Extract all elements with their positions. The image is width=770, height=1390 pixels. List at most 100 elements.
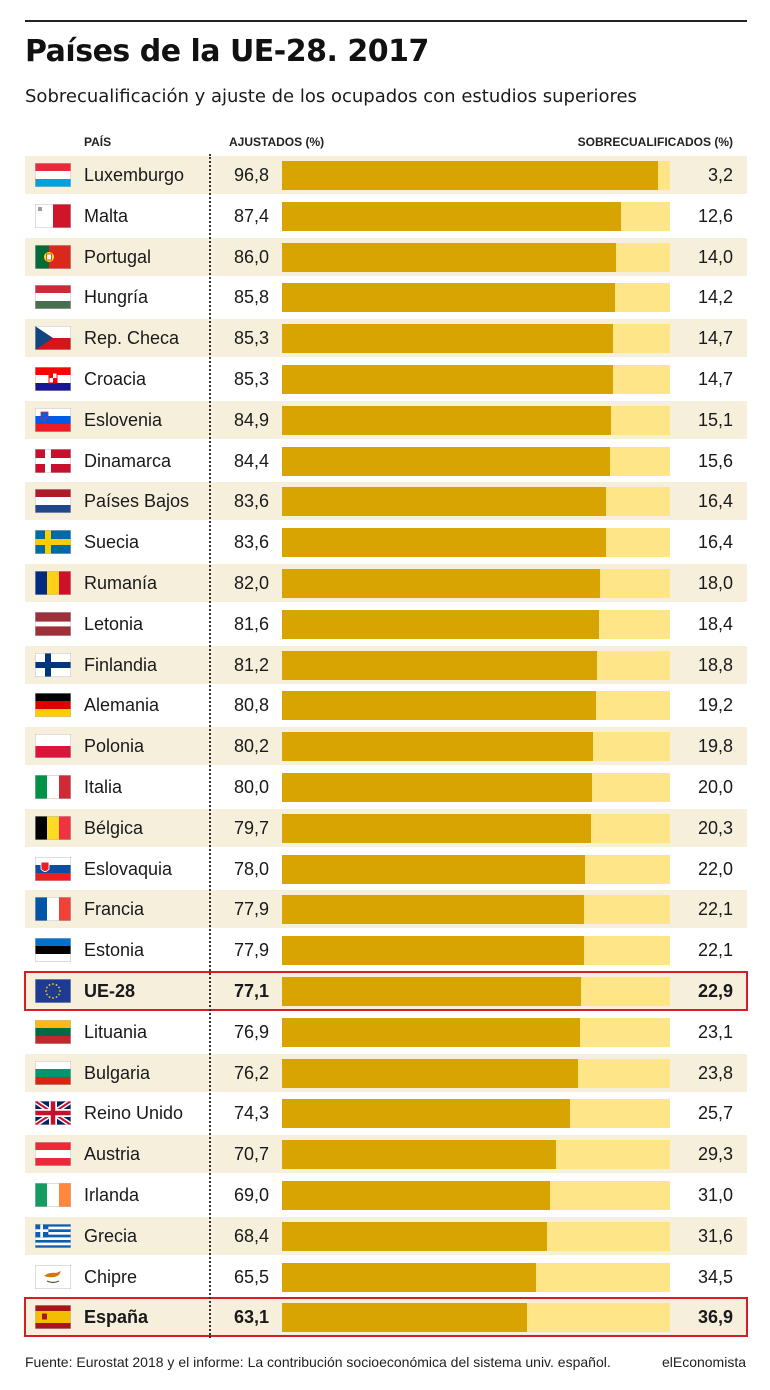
bar-track	[282, 446, 670, 476]
bar-track	[282, 1181, 670, 1210]
adjusted-value-label: 76,9	[233, 1021, 269, 1042]
overqualified-value-label: 36,9	[697, 1307, 733, 1328]
country-label: Finlandia	[84, 654, 158, 675]
overqualified-bar	[591, 813, 670, 843]
bar-track	[282, 242, 670, 272]
table-row-francia: Francia 77,9 22,1	[25, 890, 747, 929]
hungary-flag-icon	[35, 285, 71, 310]
slovakia-flag-icon	[35, 856, 71, 881]
adjusted-bar	[282, 487, 607, 517]
table-row-luxemburgo: Luxemburgo 96,8 3,2	[25, 156, 747, 194]
bar-track	[282, 201, 670, 231]
adjusted-value-label: 96,8	[233, 165, 269, 185]
overqualified-bar	[657, 161, 670, 190]
table-row-hungria: Hungría 85,8 14,2	[25, 278, 747, 316]
bulgaria-flag-icon	[35, 1060, 71, 1085]
adjusted-value-label: 77,9	[233, 940, 269, 961]
bar-track	[282, 1221, 670, 1251]
overqualified-bar	[614, 283, 670, 313]
overqualified-value-label: 23,1	[697, 1021, 733, 1042]
adjusted-bar	[282, 283, 615, 313]
bar-track	[282, 405, 670, 435]
overqualified-value-label: 19,2	[697, 695, 733, 716]
country-label: Letonia	[84, 613, 144, 634]
adjusted-bar	[282, 1181, 550, 1210]
country-label: España	[84, 1307, 149, 1328]
table-row-bulgaria: Bulgaria 76,2 23,8	[25, 1053, 747, 1092]
adjusted-value-label: 65,5	[233, 1266, 269, 1287]
overqualified-value-label: 31,0	[697, 1185, 733, 1205]
country-label: Croacia	[84, 369, 147, 389]
table-row-polonia: Polonia 80,2 19,8	[25, 727, 747, 766]
overqualified-value-label: 15,6	[697, 450, 733, 471]
adjusted-value-label: 76,2	[233, 1062, 269, 1083]
country-label: Eslovenia	[84, 409, 163, 430]
adjusted-bar	[282, 691, 596, 721]
header-adjusted: AJUSTADOS (%)	[229, 135, 325, 149]
table-row-dinamarca: Dinamarca 84,4 15,6	[25, 442, 747, 480]
adjusted-bar	[282, 854, 585, 884]
overqualified-bar	[613, 324, 670, 354]
adjusted-value-label: 80,2	[233, 736, 269, 757]
bar-track	[282, 936, 670, 966]
overqualified-value-label: 23,8	[697, 1062, 733, 1083]
overqualified-value-label: 16,4	[697, 532, 733, 553]
bar-track	[282, 569, 670, 598]
adjusted-bar	[282, 650, 598, 680]
table-row-suecia: Suecia 83,6 16,4	[25, 523, 747, 561]
adjusted-value-label: 78,0	[233, 858, 269, 879]
table-row-finlandia: Finlandia 81,2 18,8	[25, 645, 747, 684]
country-label: Chipre	[84, 1266, 138, 1287]
country-label: UE-28	[84, 981, 136, 1001]
country-label: Irlanda	[84, 1185, 140, 1205]
country-label: Francia	[84, 899, 145, 920]
table-row-grecia: Grecia 68,4 31,6	[25, 1216, 747, 1255]
overqualified-bar	[584, 895, 670, 925]
overqualified-bar	[606, 487, 670, 517]
overqualified-bar	[556, 1140, 670, 1170]
adjusted-bar	[282, 1303, 527, 1333]
bar-track	[282, 1058, 670, 1088]
czechia-flag-icon	[35, 326, 71, 351]
overqualified-bar	[598, 609, 670, 639]
table-row-estonia: Estonia 77,9 22,1	[25, 931, 747, 969]
bar-track	[282, 691, 670, 721]
country-label: Bulgaria	[84, 1062, 151, 1083]
adjusted-bar	[282, 324, 613, 354]
overqualified-value-label: 16,4	[697, 491, 733, 512]
adjusted-bar	[282, 569, 601, 598]
overqualified-bar	[613, 365, 670, 394]
overqualified-value-label: 22,1	[697, 940, 733, 961]
bar-track	[282, 283, 670, 313]
table-row-eslovenia: Eslovenia 84,9 15,1	[25, 400, 747, 439]
adjusted-bar	[282, 446, 610, 476]
overqualified-bar	[536, 1262, 670, 1292]
overqualified-value-label: 22,0	[697, 858, 733, 879]
bar-track	[282, 1262, 670, 1292]
adjusted-bar	[282, 161, 658, 190]
adjusted-bar	[282, 528, 607, 558]
adjusted-value-label: 83,6	[233, 532, 269, 553]
overqualified-value-label: 14,0	[697, 246, 733, 267]
bar-track	[282, 487, 670, 517]
bar-track	[282, 813, 670, 843]
table-row-ue-28: UE-28 77,1 22,9	[24, 971, 748, 1011]
bar-track	[282, 1017, 670, 1047]
overqualified-bar	[526, 1303, 670, 1333]
adjusted-bar	[282, 242, 616, 272]
adjusted-value-label: 77,9	[233, 899, 269, 920]
bar-track	[282, 854, 670, 884]
header-country: PAÍS	[84, 135, 112, 149]
overqualified-bar	[577, 1058, 670, 1088]
adjusted-bar	[282, 1221, 548, 1251]
bar-track	[282, 1140, 670, 1170]
overqualified-bar	[621, 201, 670, 231]
country-label: Alemania	[84, 695, 160, 716]
adjusted-bar	[282, 773, 593, 802]
country-label: Malta	[84, 205, 129, 226]
greece-flag-icon	[35, 1223, 71, 1248]
lithuania-flag-icon	[35, 1019, 71, 1044]
adjusted-value-label: 77,1	[233, 981, 269, 1001]
country-label: Estonia	[84, 940, 145, 961]
overqualified-value-label: 12,6	[697, 205, 733, 226]
